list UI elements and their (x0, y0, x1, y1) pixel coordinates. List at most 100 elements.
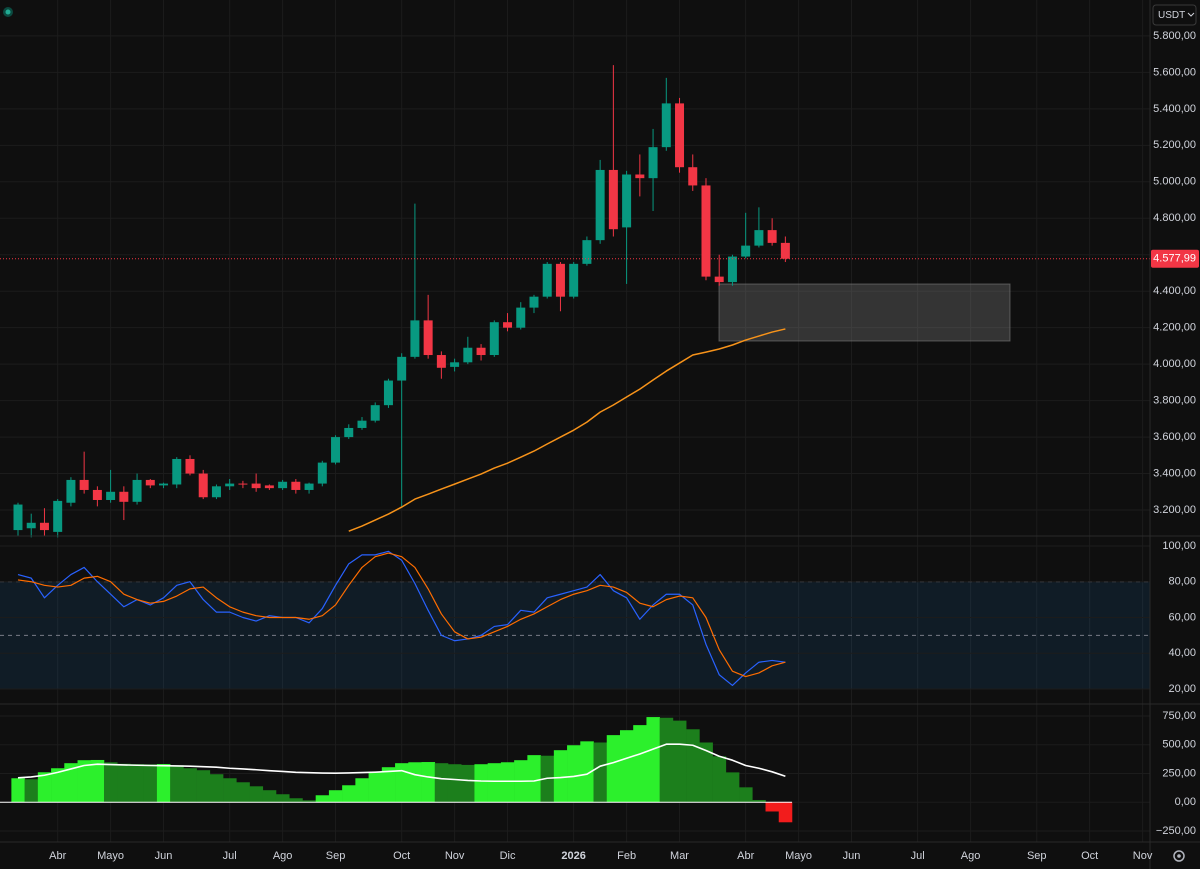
x-tick-label: Nov (1133, 850, 1153, 862)
candle-body (463, 347, 473, 363)
histogram-bar (355, 778, 369, 803)
y-tick-label: 5.200,00 (1153, 139, 1196, 151)
y-tick-label: 100,00 (1162, 540, 1196, 552)
x-tick-label: Sep (326, 850, 346, 862)
candle-body (595, 169, 605, 241)
histogram-bar (580, 741, 594, 803)
histogram-bar (593, 742, 608, 803)
candle-body (529, 296, 539, 308)
histogram-bar (686, 729, 700, 803)
candle-body (251, 483, 261, 489)
candle-body (278, 481, 288, 489)
x-tick-label: Feb (617, 850, 636, 862)
candle-body (331, 437, 341, 463)
candle-body (489, 322, 499, 356)
histogram-bar (672, 720, 687, 803)
candle-body (159, 483, 169, 486)
x-tick-label: Ago (961, 850, 981, 862)
candle-body (608, 169, 618, 230)
status-dot (5, 9, 11, 15)
gear-ring[interactable] (1173, 850, 1185, 862)
candle-body (423, 320, 433, 356)
histogram-bar (474, 764, 488, 803)
candle-body (79, 479, 89, 490)
band-fill (0, 581, 1150, 690)
histogram-bar (262, 790, 277, 803)
candle-body (727, 256, 737, 283)
histogram-bar (527, 755, 541, 803)
histogram-bar (699, 742, 713, 803)
candle-body (13, 504, 23, 531)
histogram-bar (659, 717, 674, 803)
settings-icon[interactable] (1173, 850, 1185, 862)
x-tick-label: Jun (843, 850, 861, 862)
candle-body (569, 263, 579, 297)
histogram-bar (606, 735, 621, 803)
histogram-bar (64, 763, 78, 803)
y-tick-label: 5.800,00 (1153, 30, 1196, 42)
histogram-bar (77, 760, 92, 803)
histogram-bar (381, 767, 396, 803)
candle-body (635, 174, 645, 179)
candle-body (370, 405, 380, 421)
x-tick-label: Sep (1027, 850, 1047, 862)
x-tick-label: Abr (737, 850, 754, 862)
candle-body (211, 486, 221, 498)
candle-body (688, 167, 698, 186)
candle-body (291, 481, 301, 490)
oscillator-line (17, 550, 786, 687)
candle-body (106, 491, 116, 500)
candle-body (476, 347, 486, 356)
histogram-bar (90, 759, 105, 803)
x-tick-label: Oct (1081, 850, 1098, 862)
y-tick-label: 0,00 (1175, 796, 1196, 808)
zone-box[interactable] (718, 283, 1011, 342)
histogram-bar (421, 762, 436, 803)
candle-body (26, 522, 36, 529)
histogram-bar (619, 730, 634, 803)
y-tick-label: 4.400,00 (1153, 285, 1196, 297)
histogram-bar (209, 774, 224, 803)
histogram-bar (196, 770, 211, 803)
histogram-bar (51, 768, 65, 803)
candle-body (39, 522, 49, 531)
x-tick-label: Dic (500, 850, 516, 862)
last-price-label: 4.577,99 (1153, 253, 1196, 265)
histogram-bar (37, 772, 52, 803)
histogram-bar (633, 725, 647, 803)
oscillator-line (17, 552, 786, 678)
x-tick-label: Jul (911, 850, 925, 862)
histogram-bar (765, 802, 780, 812)
candle-body (622, 174, 632, 228)
candle-body (450, 362, 460, 367)
candle-body (198, 473, 208, 498)
x-tick-label: Mayo (785, 850, 812, 862)
y-tick-label: 3.200,00 (1153, 504, 1196, 516)
y-tick-label: 20,00 (1168, 683, 1196, 695)
currency-button-frame[interactable] (1152, 4, 1197, 26)
candle-body (754, 230, 764, 246)
histogram-bar (395, 763, 409, 803)
candle-body (780, 242, 790, 259)
candle-body (516, 307, 526, 328)
candle-body (675, 103, 685, 168)
candle-body (145, 479, 155, 486)
histogram-bar (408, 762, 422, 803)
candle-body (436, 355, 446, 368)
currency-button[interactable]: USDT (1152, 4, 1197, 26)
candle-body (397, 356, 407, 381)
histogram-bar (223, 778, 237, 803)
x-tick-label: 2026 (561, 850, 585, 862)
histogram-bar (289, 798, 303, 803)
dropdown-chevron (1187, 12, 1195, 17)
currency-label: USDT (1158, 10, 1185, 21)
histogram-bar (275, 794, 290, 803)
candle-body (410, 320, 420, 357)
histogram-bar (170, 765, 184, 803)
histogram-bar (156, 763, 171, 803)
histogram-bar (130, 764, 144, 803)
candle-body (648, 147, 658, 179)
candle-body (701, 185, 711, 277)
histogram-bar (500, 762, 515, 803)
